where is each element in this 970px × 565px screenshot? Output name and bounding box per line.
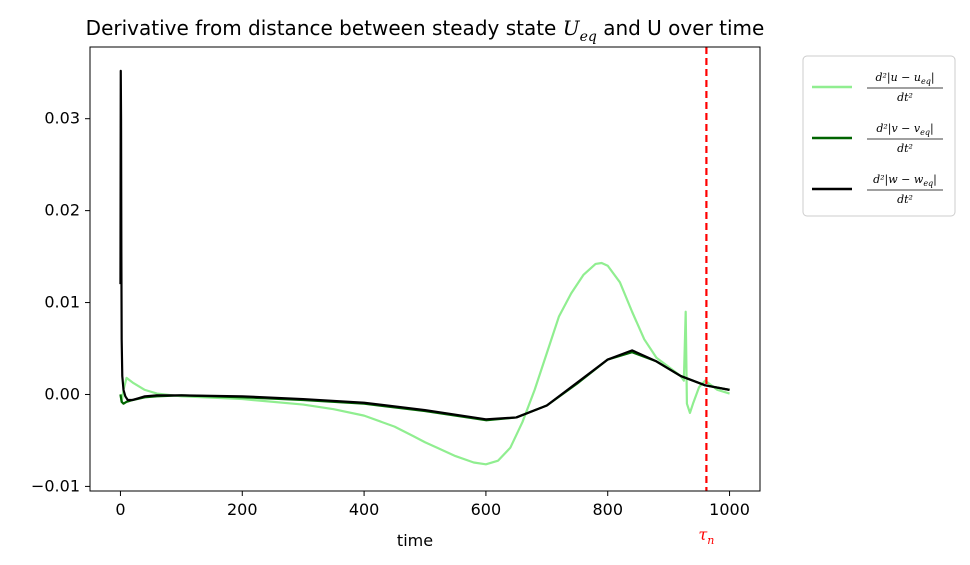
plot-area — [119, 47, 730, 491]
chart-title: Derivative from distance between steady … — [86, 16, 765, 45]
y-tick-label: 0.01 — [44, 293, 80, 312]
legend: d²|u − ueq| dt² d²|v − veq| dt² d²|w − weq| d… — [802, 55, 956, 217]
legend-denominator-3: dt² — [897, 193, 913, 206]
series-line-1 — [119, 261, 730, 466]
y-tick-label: −0.01 — [31, 476, 80, 495]
x-tick-label: 600 — [471, 500, 502, 519]
legend-numerator-3: d²|w − weq| — [873, 173, 937, 188]
x-axis-label: time — [397, 531, 433, 550]
y-tick-label: 0.00 — [44, 384, 80, 403]
tau-label: τn — [698, 525, 714, 547]
x-tick-label: 0 — [115, 500, 125, 519]
legend-numerator-2: d²|v − veq| — [876, 122, 933, 137]
x-tick-label: 800 — [592, 500, 623, 519]
x-tick-label: 1000 — [709, 500, 750, 519]
legend-denominator-1: dt² — [897, 91, 913, 104]
chart-title-text: Derivative from distance between steady … — [86, 16, 765, 45]
y-tick-label: 0.03 — [44, 109, 80, 128]
legend-denominator-2: dt² — [897, 142, 913, 155]
plot-frame — [89, 46, 761, 492]
x-tick-label: 200 — [227, 500, 258, 519]
x-tick-label: 400 — [349, 500, 380, 519]
legend-numerator-1: d²|u − ueq| — [875, 71, 934, 86]
series-line-3 — [119, 69, 730, 421]
y-tick-label: 0.02 — [44, 201, 80, 220]
legend-box — [802, 55, 956, 217]
axes: 0 200 400 600 800 1000 −0.01 0.00 0.01 0.02 0.03 ti… — [31, 46, 761, 550]
